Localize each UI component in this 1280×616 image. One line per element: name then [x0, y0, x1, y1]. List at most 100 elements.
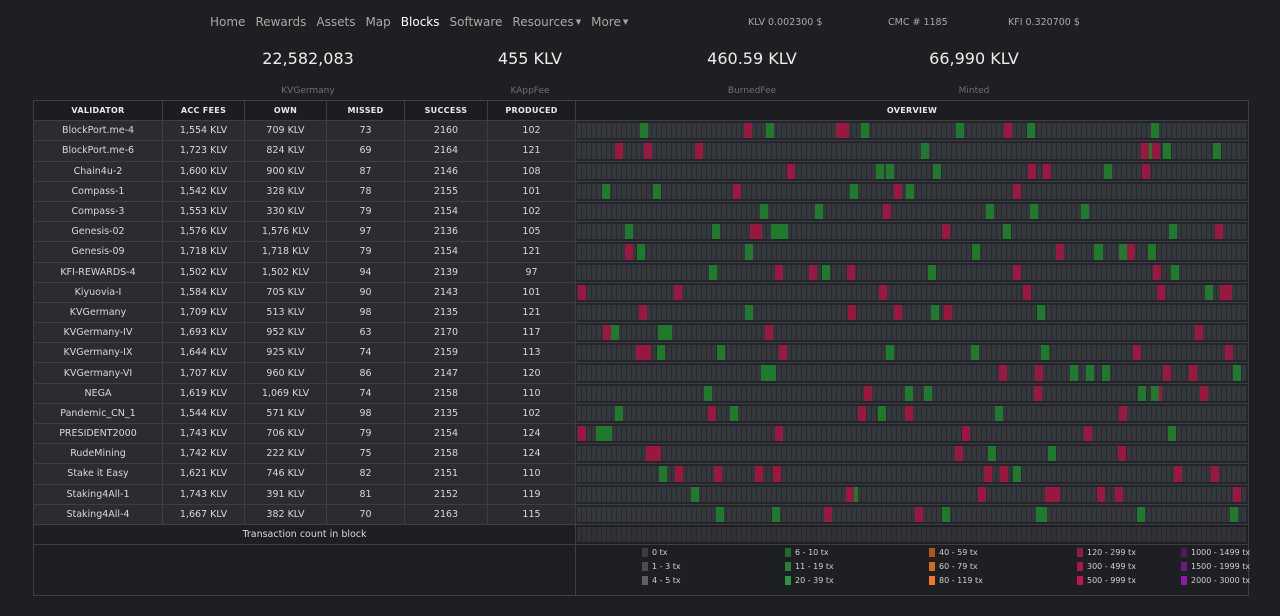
block-marker[interactable]: [956, 123, 965, 139]
block-marker[interactable]: [694, 143, 703, 159]
block-marker[interactable]: [1137, 506, 1146, 522]
block-marker[interactable]: [602, 183, 611, 199]
block-marker[interactable]: [861, 123, 870, 139]
table-row[interactable]: Staking4All-4 1,667 KLV 382 KLV 70 2163 115: [34, 504, 1249, 525]
block-marker[interactable]: [1029, 203, 1038, 220]
block-marker[interactable]: [704, 385, 713, 401]
block-marker[interactable]: [1037, 304, 1046, 321]
block-marker[interactable]: [1052, 486, 1061, 502]
table-row[interactable]: KVGermany-IX 1,644 KLV 925 KLV 74 2159 113: [34, 343, 1249, 364]
block-marker[interactable]: [1195, 325, 1204, 341]
block-marker[interactable]: [847, 304, 856, 321]
block-marker[interactable]: [905, 183, 914, 199]
block-marker[interactable]: [754, 466, 763, 482]
block-marker[interactable]: [1004, 123, 1013, 139]
block-marker[interactable]: [786, 163, 795, 179]
block-marker[interactable]: [920, 143, 929, 159]
block-marker[interactable]: [1013, 466, 1022, 482]
block-marker[interactable]: [635, 345, 644, 361]
nav-more-dropdown[interactable]: More ▼: [591, 15, 628, 29]
block-marker[interactable]: [625, 224, 634, 240]
block-marker[interactable]: [1173, 466, 1182, 482]
block-marker[interactable]: [771, 506, 780, 522]
block-marker[interactable]: [1151, 123, 1160, 139]
block-marker[interactable]: [656, 345, 665, 361]
block-marker[interactable]: [1048, 446, 1056, 462]
block-marker[interactable]: [885, 163, 894, 179]
block-marker[interactable]: [1027, 163, 1036, 179]
block-marker[interactable]: [639, 123, 648, 139]
block-marker[interactable]: [858, 405, 867, 421]
block-marker[interactable]: [708, 264, 717, 280]
block-marker[interactable]: [864, 385, 873, 401]
table-row[interactable]: RudeMining 1,742 KLV 222 KLV 75 2158 124: [34, 444, 1249, 465]
block-marker[interactable]: [603, 325, 612, 341]
block-marker[interactable]: [1042, 163, 1051, 179]
block-marker[interactable]: [753, 224, 762, 240]
block-marker[interactable]: [971, 244, 980, 260]
block-marker[interactable]: [995, 405, 1004, 421]
block-marker[interactable]: [987, 446, 996, 462]
block-marker[interactable]: [1083, 426, 1092, 442]
block-marker[interactable]: [1127, 244, 1136, 260]
nav-rewards[interactable]: Rewards: [255, 15, 306, 29]
block-marker[interactable]: [1224, 284, 1233, 300]
col-success[interactable]: SUCCESS: [405, 101, 488, 122]
block-marker[interactable]: [764, 325, 773, 341]
block-marker[interactable]: [840, 123, 849, 139]
table-row[interactable]: KVGermany-IV 1,693 KLV 952 KLV 63 2170 117: [34, 323, 1249, 344]
block-marker[interactable]: [733, 183, 742, 199]
block-marker[interactable]: [1003, 224, 1012, 240]
block-marker[interactable]: [1035, 365, 1044, 381]
block-marker[interactable]: [578, 426, 587, 442]
block-marker[interactable]: [1189, 365, 1198, 381]
table-row[interactable]: NEGA 1,619 KLV 1,069 KLV 74 2158 110: [34, 383, 1249, 404]
block-marker[interactable]: [775, 426, 784, 442]
nav-assets[interactable]: Assets: [316, 15, 355, 29]
block-marker[interactable]: [745, 304, 754, 321]
block-marker[interactable]: [879, 284, 888, 300]
block-marker[interactable]: [1162, 143, 1171, 159]
block-marker[interactable]: [1137, 385, 1146, 401]
block-marker[interactable]: [1093, 244, 1102, 260]
block-marker[interactable]: [836, 123, 845, 139]
nav-resources-dropdown[interactable]: Resources ▼: [512, 15, 581, 29]
block-marker[interactable]: [778, 345, 787, 361]
block-marker[interactable]: [928, 264, 937, 280]
block-marker[interactable]: [658, 325, 667, 341]
block-marker[interactable]: [1151, 385, 1160, 401]
block-marker[interactable]: [1013, 264, 1022, 280]
table-row[interactable]: BlockPort.me-4 1,554 KLV 709 KLV 73 2160 102: [34, 121, 1249, 142]
block-marker[interactable]: [664, 325, 673, 341]
block-marker[interactable]: [1118, 446, 1127, 462]
table-row[interactable]: KVGermany 1,709 KLV 513 KLV 98 2135 121: [34, 302, 1249, 324]
col-missed[interactable]: MISSED: [327, 101, 405, 122]
block-marker[interactable]: [885, 345, 894, 361]
block-marker[interactable]: [1152, 264, 1161, 280]
block-marker[interactable]: [846, 486, 855, 502]
block-marker[interactable]: [1170, 264, 1179, 280]
block-marker[interactable]: [821, 264, 830, 280]
table-row[interactable]: BlockPort.me-6 1,723 KLV 824 KLV 69 2164 121: [34, 141, 1249, 162]
block-marker[interactable]: [1026, 123, 1035, 139]
block-marker[interactable]: [1056, 244, 1065, 260]
block-marker[interactable]: [954, 446, 963, 462]
block-marker[interactable]: [1224, 345, 1233, 361]
block-marker[interactable]: [1070, 365, 1079, 381]
block-marker[interactable]: [1012, 183, 1021, 199]
block-marker[interactable]: [883, 203, 892, 220]
block-marker[interactable]: [931, 304, 940, 321]
block-marker[interactable]: [893, 183, 902, 199]
col-produced[interactable]: PRODUCED: [488, 101, 576, 122]
block-marker[interactable]: [962, 426, 971, 442]
table-row[interactable]: KVGermany-VI 1,707 KLV 960 KLV 86 2147 120: [34, 363, 1249, 384]
table-row[interactable]: Genesis-02 1,576 KLV 1,576 KLV 97 2136 105: [34, 222, 1249, 243]
block-marker[interactable]: [977, 486, 986, 502]
block-marker[interactable]: [1229, 506, 1238, 522]
block-marker[interactable]: [1232, 365, 1241, 381]
col-acc-fees[interactable]: ACC FEES: [163, 101, 245, 122]
block-marker[interactable]: [915, 506, 924, 522]
block-marker[interactable]: [904, 405, 913, 421]
table-row[interactable]: Compass-1 1,542 KLV 328 KLV 78 2155 101: [34, 181, 1249, 202]
block-marker[interactable]: [1151, 143, 1160, 159]
